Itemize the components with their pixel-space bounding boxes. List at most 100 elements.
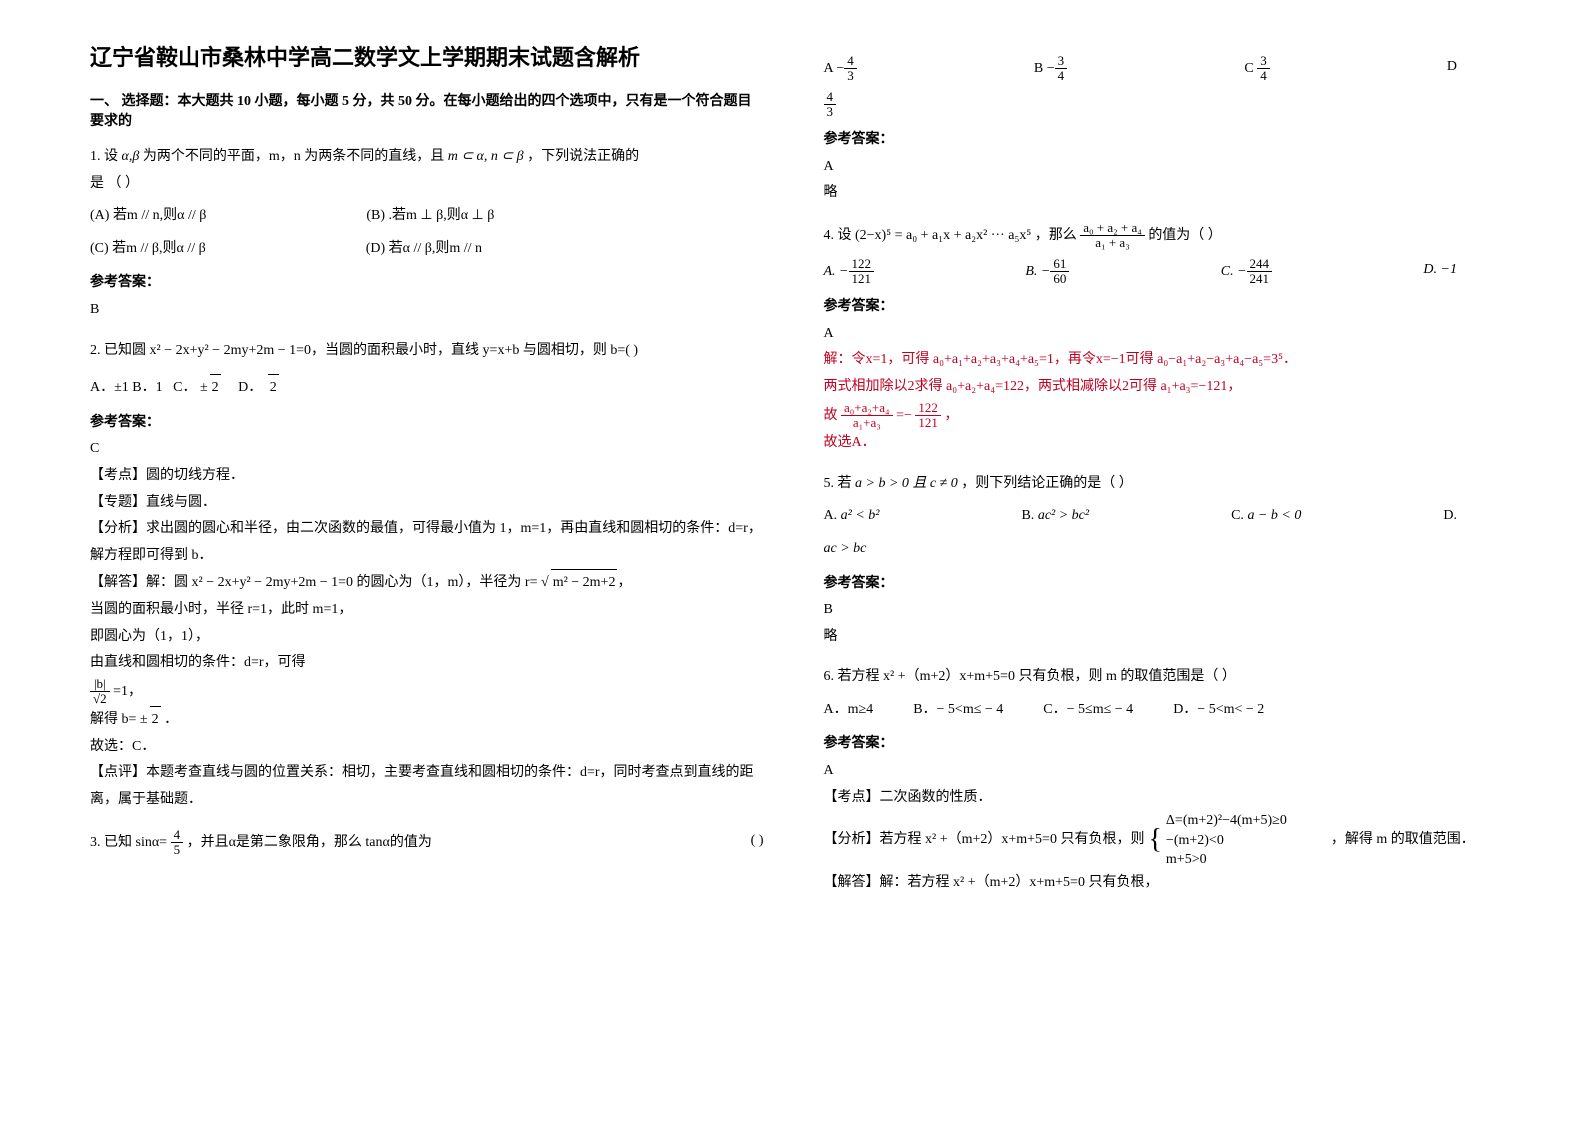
q1-ans: B	[90, 297, 764, 324]
q4-sol-4: 故选A．	[824, 430, 1498, 457]
q3-ans: A	[824, 154, 1498, 181]
q6-optD: D．− 5<m< − 2	[1173, 697, 1264, 724]
question-6: 6. 若方程 x² +（m+2）x+m+5=0 只有负根，则 m 的取值范围是（…	[824, 664, 1498, 896]
q6-ans-label: 参考答案：	[824, 731, 1498, 758]
q6-optB: B．− 5<m≤ − 4	[913, 697, 1003, 724]
q4-stem-c: 的值为（ ）	[1148, 228, 1222, 243]
q5-optD: ac > bc	[824, 541, 867, 556]
q6-optA: A．m≥4	[824, 697, 874, 724]
q1-optC: 若m // β,则α // β	[112, 241, 206, 256]
q1-optA: 若m // n,则α // β	[113, 208, 206, 223]
q4-ans-label: 参考答案：	[824, 294, 1498, 321]
q2-jd6a: 解得 b=	[90, 712, 140, 727]
q1-stem-c: 为两个不同的平面，m，n 为两条不同的直线，且	[143, 149, 444, 164]
q6-jiedai: 【解答】解：若方程 x² +（m+2）x+m+5=0 只有负根，	[824, 870, 1498, 897]
q3-optD: D	[1447, 54, 1457, 84]
q2-optA: A．±1	[90, 380, 129, 395]
question-3-opts: A −43 B −34 C 34 D 43 参考答案： A 略	[824, 54, 1498, 207]
q4-ans: A	[824, 321, 1498, 348]
q2-ans: C	[90, 436, 764, 463]
q1-stem-a: 1. 设	[90, 149, 118, 164]
q2-jd5eq: =1，	[113, 684, 142, 699]
question-3-stem: 3. 已知 sinα= 45 ，并且α是第二象限角，那么 tanα的值为 ( )	[90, 828, 764, 858]
q6-optC: C．− 5≤m≤ − 4	[1043, 697, 1133, 724]
q5-cond: a > b > 0 且 c ≠ 0	[855, 476, 958, 491]
q6-fenxi: 【分析】若方程 x² +（m+2）x+m+5=0 只有负根，则 { Δ=(m+2…	[824, 811, 1498, 870]
q1-optB: 若m ⊥ β,则α ⊥ β	[392, 208, 494, 223]
q3-paren: ( )	[751, 828, 764, 855]
q2-fenxi: 【分析】求出圆的圆心和半径，由二次函数的最值，可得最小值为 1，m=1，再由直线…	[90, 516, 764, 569]
q4-stem-a: 4. 设	[824, 228, 852, 243]
q2-optC: ±2	[200, 380, 221, 395]
q6-kaodian: 【考点】二次函数的性质．	[824, 785, 1498, 812]
q2-zhuanti: 【专题】直线与圆．	[90, 490, 764, 517]
q3-optA: A −43	[824, 54, 857, 84]
q2-optC-pre: C．	[173, 380, 196, 395]
q4-stem-b: ，那么	[1035, 228, 1077, 243]
q3-sin-frac: 45	[171, 828, 184, 858]
q4-sol-1: 解：令x=1，可得 a₀+a₁+a₂+a₃+a₄+a₅=1，再令x=−1可得 a…	[824, 347, 1498, 374]
q5-optB: B. ac² > bc²	[1021, 503, 1089, 530]
q1-ab: α,β	[122, 149, 140, 164]
q2-stem: 2. 已知圆 x² − 2x+y² − 2my+2m − 1=0，当圆的面积最小…	[90, 338, 764, 365]
q2-jd4: 由直线和圆相切的条件：d=r，可得	[90, 650, 764, 677]
q4-target-frac: a₀ + a₂ + a₄a₁ + a₃	[1080, 221, 1145, 251]
q5-stem-a: 5. 若	[824, 476, 852, 491]
q1-optD-pre: (D)	[366, 241, 389, 256]
q2-frac: |b| √2	[90, 677, 110, 707]
q6-brace-2: −(m+2)<0	[1166, 833, 1224, 848]
q3-stem-a: 3. 已知 sinα=	[90, 835, 167, 850]
q6-stem: 6. 若方程 x² +（m+2）x+m+5=0 只有负根，则 m 的取值范围是（…	[824, 664, 1498, 691]
q1-optC-pre: (C)	[90, 241, 112, 256]
q6-brace-3: m+5>0	[1166, 852, 1207, 867]
q4-sol-2: 两式相加除以2求得 a₀+a₂+a₄=122，两式相减除以2可得 a₁+a₃=−…	[824, 374, 1498, 401]
q5-optD-pre: D.	[1443, 503, 1457, 530]
question-5: 5. 若 a > b > 0 且 c ≠ 0 ，则下列结论正确的是（ ） A. …	[824, 471, 1498, 651]
q4-optB: B. −6160	[1025, 257, 1069, 287]
q1-optB-pre: (B) .	[366, 208, 392, 223]
q4-optD: D. −1	[1423, 257, 1457, 287]
q2-jd6c: ．	[164, 712, 178, 727]
page-title: 辽宁省鞍山市桑林中学高二数学文上学期期末试题含解析	[90, 40, 764, 72]
q3-optD-frac: 43	[824, 90, 1498, 120]
q1-cond: m ⊂ α, n ⊂ β	[448, 149, 524, 164]
q2-jiedai-1: 【解答】解：圆 x² − 2x+y² − 2my+2m − 1=0 的圆心为（1…	[90, 575, 538, 590]
q1-optD: 若α // β,则m // n	[389, 241, 482, 256]
q2-dianping: 【点评】本题考查直线与圆的位置关系：相切，主要考查直线和圆相切的条件：d=r，同…	[90, 760, 764, 813]
q2-jd3: 即圆心为（1，1），	[90, 624, 764, 651]
q6-brace-1: Δ=(m+2)²−4(m+5)≥0	[1166, 813, 1287, 828]
q2-ans-label: 参考答案：	[90, 410, 764, 437]
q5-ans: B	[824, 597, 1498, 624]
q2-optB: B．1	[132, 380, 162, 395]
q2-optD-pre: D．	[238, 380, 262, 395]
q3-optC: C 34	[1244, 54, 1269, 84]
q1-ans-label: 参考答案：	[90, 270, 764, 297]
q2-jd2: 当圆的面积最小时，半径 r=1，此时 m=1，	[90, 597, 764, 624]
q5-optA: A. a² < b²	[824, 503, 880, 530]
question-1: 1. 设 α,β 为两个不同的平面，m，n 为两条不同的直线，且 m ⊂ α, …	[90, 144, 764, 324]
q3-stem-b: ，并且α是第二象限角，那么 tanα的值为	[187, 835, 432, 850]
question-2: 2. 已知圆 x² − 2x+y² − 2my+2m − 1=0，当圆的面积最小…	[90, 338, 764, 814]
q5-optC: C. a − b < 0	[1231, 503, 1301, 530]
section-header: 一、 选择题：本大题共 10 小题，每小题 5 分，共 50 分。在每小题给出的…	[90, 90, 764, 130]
question-4: 4. 设 (2−x)⁵ = a₀ + a₁x + a₂x² ··· a₅x⁵ ，…	[824, 221, 1498, 457]
q3-optB: B −34	[1034, 54, 1067, 84]
q2-optD: 2	[266, 380, 279, 395]
q4-optA: A. −122121	[824, 257, 875, 287]
q5-note: 略	[824, 624, 1498, 651]
q2-jd6b: ±2	[140, 712, 161, 727]
q5-stem-b: ，则下列结论正确的是（ ）	[961, 476, 1133, 491]
q4-expr: (2−x)⁵ = a₀ + a₁x + a₂x² ··· a₅x⁵	[855, 228, 1031, 243]
q1-stem-e: ，下列说法正确的	[527, 149, 639, 164]
q5-ans-label: 参考答案：	[824, 571, 1498, 598]
q3-note: 略	[824, 180, 1498, 207]
q4-optC: C. −244241	[1221, 257, 1272, 287]
q2-jd7: 故选：C．	[90, 734, 764, 761]
q6-ans: A	[824, 758, 1498, 785]
q1-optA-pre: (A)	[90, 208, 113, 223]
q2-kaodian: 【考点】圆的切线方程．	[90, 463, 764, 490]
q1-stem-f: 是 （ ）	[90, 171, 764, 198]
q3-ans-label: 参考答案：	[824, 127, 1498, 154]
q2-radius-sqrt: √m² − 2m+2	[541, 575, 617, 590]
q4-sol-3: 故 a₀+a₂+a₄a₁+a₃ =− 122121 ，	[824, 401, 1498, 431]
